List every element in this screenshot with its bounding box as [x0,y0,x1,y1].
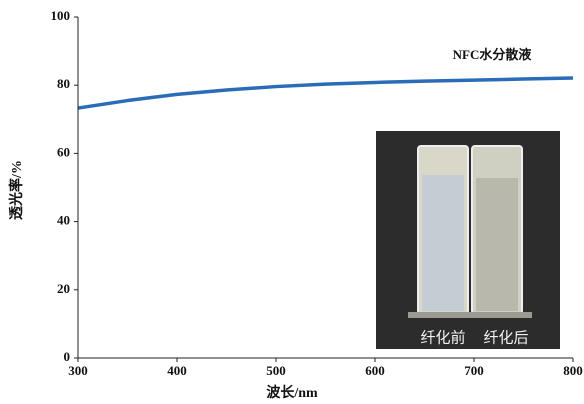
y-tick-label: 20 [57,281,70,296]
y-tick-label: 80 [57,76,70,91]
y-axis-label: 透光率/% [8,160,25,220]
inset-label: 纤化前 [420,329,465,347]
inset-photo: 纤化前 纤化后 [376,131,560,349]
x-axis-label: 波长/nm [266,384,318,401]
x-tick-label: 300 [68,363,88,378]
x-tick-label: 400 [167,363,187,378]
x-tick-label: 600 [365,363,385,378]
series-label: NFC水分散液 [453,47,532,62]
data-line [77,76,574,110]
x-tick-label: 500 [266,363,286,378]
inset-label: 纤化后 [483,329,528,347]
x-tick-label: 700 [464,363,484,378]
y-tick-label: 60 [57,144,70,159]
y-tick-label: 100 [51,8,71,23]
y-tick-label: 0 [64,349,71,364]
x-tick-label: 800 [563,363,583,378]
y-tick-label: 40 [57,213,70,228]
